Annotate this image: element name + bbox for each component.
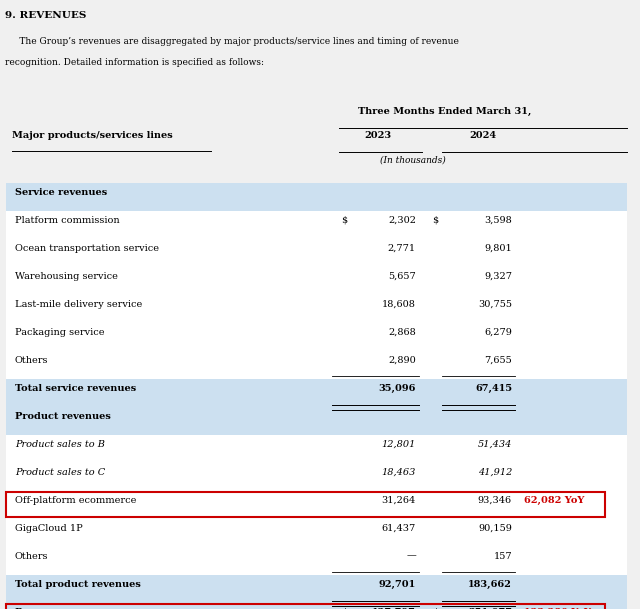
Text: Total product revenues: Total product revenues [15,580,141,588]
Bar [6,492,605,518]
Text: 93,346: 93,346 [478,496,512,505]
Text: 157: 157 [493,552,512,560]
Text: 90,159: 90,159 [478,524,512,533]
Text: 5,657: 5,657 [388,272,416,281]
Text: 123,280 YoY: 123,280 YoY [524,608,591,609]
Text: Last-mile delivery service: Last-mile delivery service [15,300,142,309]
Text: 61,437: 61,437 [381,524,416,533]
Text: $: $ [341,216,348,225]
Bar [6,211,627,239]
Text: 2,302: 2,302 [388,216,416,225]
Text: Warehousing service: Warehousing service [15,272,118,281]
Text: GigaCloud 1P: GigaCloud 1P [15,524,83,533]
Text: 30,755: 30,755 [478,300,512,309]
Text: 12,801: 12,801 [381,440,416,449]
Text: 41,912: 41,912 [477,468,512,477]
Text: Product sales to C: Product sales to C [15,468,105,477]
Text: Packaging service: Packaging service [15,328,104,337]
Text: Others: Others [15,356,48,365]
Text: 2024: 2024 [470,131,497,140]
Bar [6,183,627,211]
Bar [6,407,627,435]
Text: 6,279: 6,279 [484,328,512,337]
Bar [6,379,627,407]
Text: Three Months Ended March 31,: Three Months Ended March 31, [358,107,532,116]
Text: Product revenues: Product revenues [15,412,111,421]
Text: 2,890: 2,890 [388,356,416,365]
Bar [6,575,627,603]
Text: Total service revenues: Total service revenues [15,384,136,393]
Text: —: — [406,552,416,560]
Text: $: $ [341,608,348,609]
Text: Service revenues: Service revenues [15,188,107,197]
Text: Platform commission: Platform commission [15,216,119,225]
Bar [6,604,605,609]
Text: 251,077: 251,077 [468,608,512,609]
Text: $: $ [432,216,438,225]
Text: 2,771: 2,771 [388,244,416,253]
Text: 51,434: 51,434 [477,440,512,449]
Text: 127,797: 127,797 [372,608,416,609]
Text: Major products/services lines: Major products/services lines [12,131,172,140]
Text: 62,082 YoY: 62,082 YoY [524,496,584,505]
Text: 9,327: 9,327 [484,272,512,281]
Text: 92,701: 92,701 [379,580,416,588]
Text: $: $ [432,608,439,609]
Bar [6,351,627,379]
Text: 2023: 2023 [364,131,391,140]
Bar [6,463,627,491]
Text: 31,264: 31,264 [381,496,416,505]
Bar [6,239,627,267]
Text: (In thousands): (In thousands) [380,155,445,164]
Bar [6,519,627,547]
Text: 35,096: 35,096 [379,384,416,393]
Text: 9,801: 9,801 [484,244,512,253]
Bar [6,491,627,519]
Text: Off-platform ecommerce: Off-platform ecommerce [15,496,136,505]
Text: recognition. Detailed information is specified as follows:: recognition. Detailed information is spe… [5,58,264,67]
Bar [6,267,627,295]
Text: 2,868: 2,868 [388,328,416,337]
Text: Ocean transportation service: Ocean transportation service [15,244,159,253]
Bar [6,323,627,351]
Text: Revenues: Revenues [15,608,67,609]
Bar [6,295,627,323]
Text: 9. REVENUES: 9. REVENUES [5,11,86,20]
Text: 67,415: 67,415 [475,384,512,393]
Text: 183,662: 183,662 [468,580,512,588]
Text: 3,598: 3,598 [484,216,512,225]
Bar [6,603,627,609]
Text: Others: Others [15,552,48,560]
Bar [6,547,627,575]
Text: 7,655: 7,655 [484,356,512,365]
Text: The Group’s revenues are disaggregated by major products/service lines and timin: The Group’s revenues are disaggregated b… [5,37,459,46]
Text: Product sales to B: Product sales to B [15,440,104,449]
Text: 18,608: 18,608 [382,300,416,309]
Text: 18,463: 18,463 [381,468,416,477]
Bar [6,435,627,463]
